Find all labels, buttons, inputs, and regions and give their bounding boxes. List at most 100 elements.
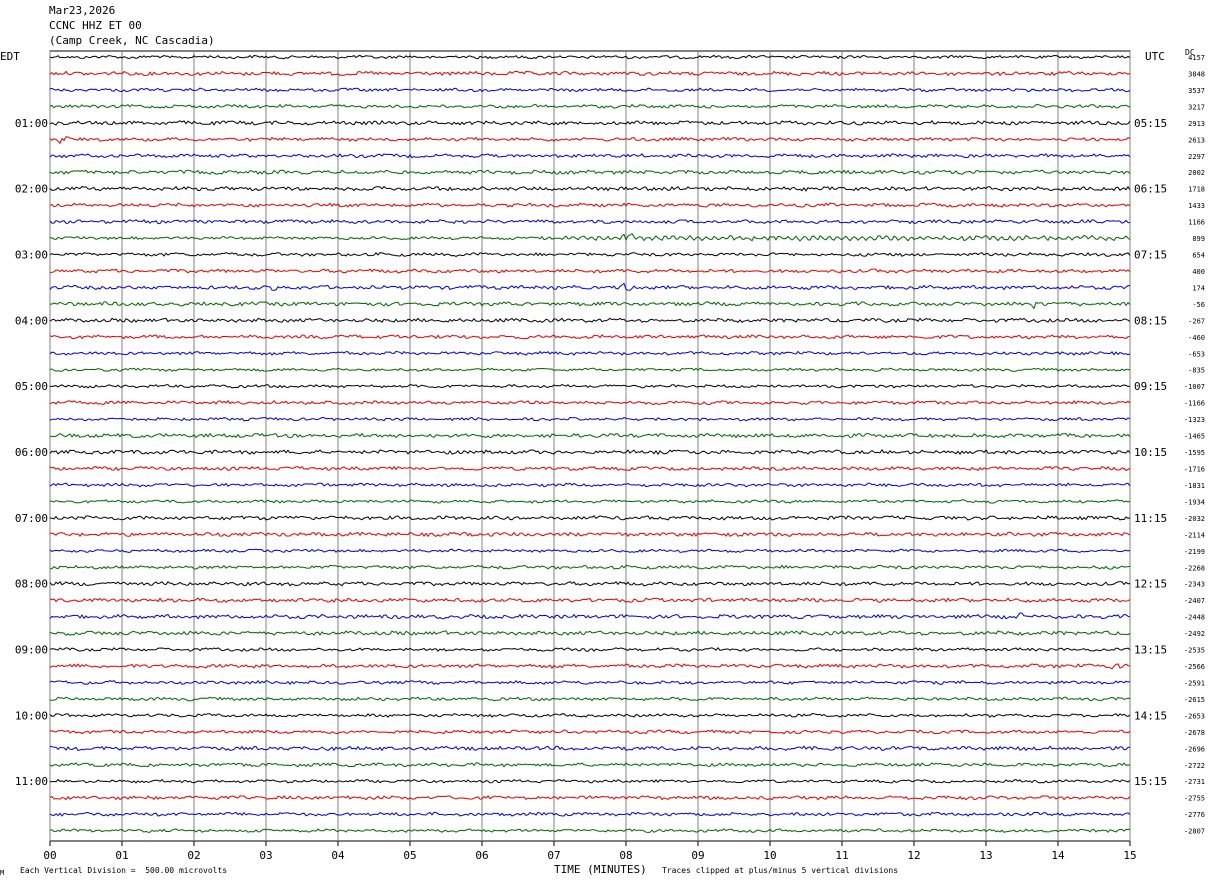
left-hour-label: 10:00 (15, 709, 48, 722)
seismic-trace (49, 185, 1131, 192)
dc-offset-label: -2591 (1184, 680, 1205, 688)
right-hour-label: 10:15 (1134, 446, 1167, 459)
seismic-trace (50, 301, 1131, 310)
seismic-trace (49, 663, 1131, 670)
x-tick-label: 03 (259, 849, 272, 862)
right-hour-label: 08:15 (1134, 314, 1167, 327)
left-hour-label: 07:00 (15, 512, 48, 525)
x-tick-label: 00 (43, 849, 56, 862)
dc-offset-label: 899 (1192, 235, 1205, 243)
dc-offset-label: -2448 (1184, 614, 1205, 622)
dc-offset-label: -2566 (1184, 663, 1205, 671)
seismic-trace (49, 416, 1131, 422)
seismic-trace (49, 465, 1131, 472)
x-tick-label: 02 (187, 849, 200, 862)
seismic-trace (49, 449, 1131, 456)
dc-offset-label: 1433 (1188, 202, 1205, 210)
x-tick-label: 15 (1123, 849, 1136, 862)
seismic-trace (49, 334, 1131, 340)
seismic-trace (49, 647, 1131, 652)
right-hour-label: 11:15 (1134, 512, 1167, 525)
left-hour-label: 06:00 (15, 446, 48, 459)
seismic-trace (49, 400, 1131, 406)
seismic-trace (49, 564, 1131, 570)
station-code: CCNC HHZ ET 00 (49, 19, 142, 32)
x-tick-label: 05 (403, 849, 416, 862)
dc-offset-label: 654 (1192, 252, 1205, 260)
dc-offset-label: 3217 (1188, 103, 1205, 111)
dc-offset-label: -653 (1188, 350, 1205, 358)
dc-offset-label: 400 (1192, 268, 1205, 276)
dc-offset-label: 1718 (1188, 186, 1205, 194)
seismic-trace (49, 811, 1131, 817)
chart-date: Mar23,2026 (49, 4, 116, 17)
dc-offset-label: 174 (1192, 284, 1205, 292)
seismic-trace (49, 202, 1131, 208)
left-hour-label: 02:00 (15, 183, 48, 196)
seismic-trace (49, 482, 1131, 488)
plot-frame (49, 50, 1131, 842)
dc-offset-label: -2731 (1184, 778, 1205, 786)
seismic-trace (49, 350, 1131, 356)
seismic-trace (49, 233, 1131, 242)
left-hour-label: 08:00 (15, 578, 48, 591)
x-tick-label: 01 (115, 849, 128, 862)
left-hour-label: 09:00 (15, 644, 48, 657)
dc-offset-label: 1166 (1188, 219, 1205, 227)
right-hour-label: 06:15 (1134, 183, 1167, 196)
seismic-trace (49, 153, 1131, 159)
seismic-trace (49, 282, 1131, 291)
seismic-trace (49, 581, 1131, 587)
dc-offset-label: -2807 (1184, 828, 1205, 836)
right-hour-label: 05:15 (1134, 117, 1167, 130)
seismic-trace (49, 268, 1131, 274)
right-hour-label: 13:15 (1134, 644, 1167, 657)
seismic-trace (49, 515, 1131, 521)
seismic-trace (49, 597, 1131, 603)
dc-offset-label: -2114 (1184, 531, 1205, 539)
x-tick-label: 13 (979, 849, 992, 862)
x-axis-label: TIME (MINUTES) (554, 863, 647, 876)
x-tick-label: 07 (547, 849, 560, 862)
dc-offset-label: -1007 (1184, 383, 1205, 391)
dc-offset-label: -1166 (1184, 400, 1205, 408)
seismic-trace (49, 119, 1131, 126)
corner-mark: M (0, 869, 5, 877)
seismic-trace (49, 745, 1131, 752)
seismic-trace (49, 169, 1131, 176)
x-tick-label: 04 (331, 849, 345, 862)
left-timezone-label: EDT (0, 50, 20, 63)
seismic-trace (49, 612, 1131, 620)
seismic-trace (49, 136, 1131, 145)
seismic-trace (49, 87, 1131, 93)
seismic-trace (49, 630, 1131, 636)
dc-offset-label: 2002 (1188, 169, 1205, 177)
right-timezone-label: UTC (1145, 50, 1165, 63)
left-hour-label: 03:00 (15, 249, 48, 262)
x-tick-label: 10 (763, 849, 776, 862)
dc-offset-label: -1716 (1184, 466, 1205, 474)
right-hour-label: 09:15 (1134, 380, 1167, 393)
seismic-trace (49, 531, 1131, 538)
dc-offset-label: -2343 (1184, 581, 1205, 589)
right-hour-label: 14:15 (1134, 709, 1167, 722)
seismic-trace (49, 70, 1131, 77)
seismic-trace (49, 54, 1131, 60)
seismic-trace (49, 548, 1131, 554)
dc-label: DC (1185, 48, 1195, 57)
dc-offset-label: -267 (1188, 317, 1205, 325)
x-tick-label: 08 (619, 849, 632, 862)
dc-offset-label: -2199 (1184, 548, 1205, 556)
dc-offset-label: -460 (1188, 334, 1205, 342)
seismic-trace (49, 679, 1131, 686)
seismic-trace (49, 251, 1131, 257)
dc-offset-label: -2696 (1184, 745, 1205, 753)
dc-offset-label: -2776 (1184, 811, 1205, 819)
seismic-trace (49, 828, 1131, 833)
x-tick-label: 06 (475, 849, 488, 862)
dc-offset-label: 2913 (1188, 120, 1205, 128)
right-hour-label: 15:15 (1134, 775, 1167, 788)
left-hour-label: 04:00 (15, 314, 48, 327)
station-location: (Camp Creek, NC Cascadia) (49, 34, 215, 47)
